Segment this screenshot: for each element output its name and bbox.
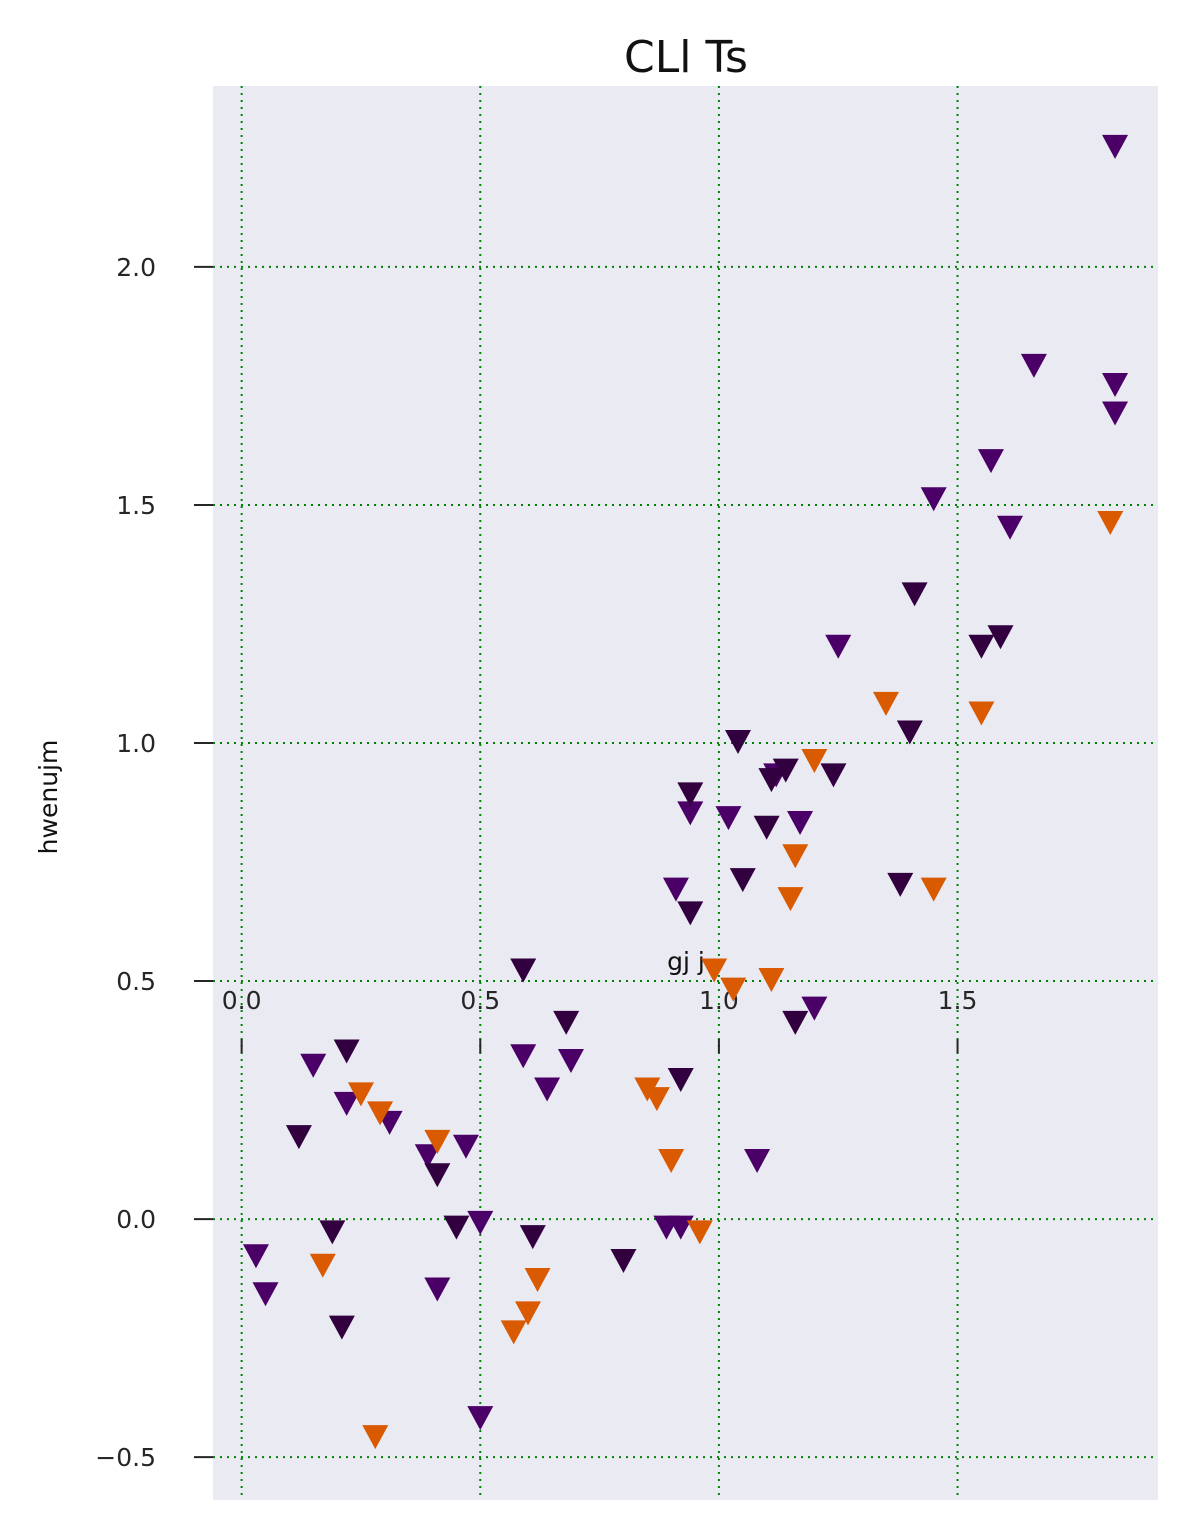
data-point-series-1 (510, 1044, 537, 1069)
grid-lines (213, 86, 1158, 1500)
chart-title: CLl Ts (624, 32, 748, 83)
data-point-series-2 (772, 758, 799, 783)
data-point-series-3 (872, 691, 899, 716)
data-point-series-1 (662, 877, 689, 902)
data-point-series-2 (901, 582, 928, 607)
data-point-series-3 (658, 1148, 685, 1173)
data-point-series-3 (782, 844, 809, 869)
x-tick-label: 0.0 (222, 986, 262, 1015)
data-point-series-1 (467, 1210, 494, 1235)
data-point-series-2 (519, 1225, 546, 1250)
data-point-series-2 (753, 815, 780, 840)
data-point-series-3 (777, 887, 804, 912)
data-point-series-1 (801, 996, 828, 1021)
x-axis: 0.0 0.5 1.0 1.5 (222, 986, 978, 1054)
data-point-series-2 (443, 1215, 470, 1240)
data-point-series-1 (333, 1091, 360, 1116)
y-tick-label: −0.5 (95, 1443, 156, 1472)
data-point-series-3 (1097, 511, 1124, 536)
data-point-series-2 (328, 1315, 355, 1340)
data-point-series-2 (896, 720, 923, 745)
data-point-series-3 (643, 1087, 670, 1112)
data-point-series-2 (553, 1010, 580, 1035)
y-tick-label: 2.0 (116, 253, 156, 282)
x-axis-label: gj j (667, 947, 705, 976)
y-axis: −0.5 0.0 0.5 1.0 1.5 2.0 (95, 253, 213, 1472)
data-point-series-2 (677, 901, 704, 926)
data-point-series-2 (333, 1039, 360, 1064)
data-point-series-1 (1020, 353, 1047, 378)
data-point-series-2 (987, 625, 1014, 650)
y-tick-label: 0.0 (116, 1205, 156, 1234)
data-point-series-1 (300, 1053, 327, 1078)
data-point-series-3 (500, 1320, 527, 1345)
data-point-series-3 (424, 1129, 451, 1154)
data-point-series-1 (534, 1077, 561, 1102)
data-point-series-2 (782, 1010, 809, 1035)
data-point-series-1 (667, 1215, 694, 1240)
data-point-series-1 (414, 1144, 441, 1169)
data-point-series-1 (1102, 134, 1129, 159)
data-point-series-3 (801, 749, 828, 774)
data-point-series-1 (920, 487, 947, 512)
x-tick-label: 0.5 (460, 986, 500, 1015)
data-point-series-1 (787, 810, 814, 835)
data-point-series-3 (309, 1253, 336, 1278)
data-point-series-2 (510, 958, 537, 983)
data-point-series-3 (524, 1267, 551, 1292)
data-point-series-2 (285, 1125, 312, 1150)
data-point-series-2 (887, 872, 914, 897)
data-point-series-3 (968, 701, 995, 726)
y-tick-label: 1.0 (116, 729, 156, 758)
data-point-series-3 (367, 1101, 394, 1126)
data-point-series-2 (424, 1163, 451, 1188)
data-point-series-1 (1102, 401, 1129, 426)
data-point-series-3 (686, 1220, 713, 1245)
data-point-series-3 (515, 1301, 541, 1326)
data-point-series-1 (557, 1048, 584, 1073)
data-point-series-2 (820, 763, 847, 788)
data-point-series-2 (677, 782, 704, 807)
data-point-series-1 (1102, 372, 1129, 397)
data-point-series-3 (701, 958, 728, 983)
data-point-series-2 (610, 1248, 637, 1273)
data-point-series-1 (467, 1406, 494, 1431)
data-point-series-1 (242, 1244, 269, 1269)
data-point-series-2 (667, 1068, 694, 1093)
data-point-series-3 (720, 977, 747, 1002)
data-point-series-1 (977, 449, 1004, 474)
data-point-series-1 (452, 1134, 479, 1159)
data-point-series-2 (729, 868, 756, 893)
y-axis-label: hwenujm (34, 740, 63, 855)
data-point-series-2 (968, 634, 995, 659)
data-point-series-2 (725, 730, 751, 755)
y-tick-label: 1.5 (116, 491, 156, 520)
data-point-series-1 (677, 801, 704, 826)
x-tick-label: 1.5 (938, 986, 978, 1015)
data-point-series-1 (424, 1277, 451, 1302)
data-point-series-1 (744, 1148, 771, 1173)
data-point-series-1 (715, 806, 742, 831)
y-tick-label: 0.5 (116, 967, 156, 996)
data-point-series-3 (347, 1082, 374, 1107)
data-point-series-1 (252, 1282, 279, 1307)
data-point-series-1 (997, 515, 1024, 540)
data-point-series-3 (758, 968, 785, 993)
data-points (242, 134, 1129, 1450)
data-point-series-2 (319, 1220, 346, 1245)
data-point-series-3 (920, 877, 947, 902)
data-point-series-1 (825, 634, 852, 659)
data-point-series-2 (758, 768, 785, 793)
data-point-series-3 (362, 1425, 389, 1450)
